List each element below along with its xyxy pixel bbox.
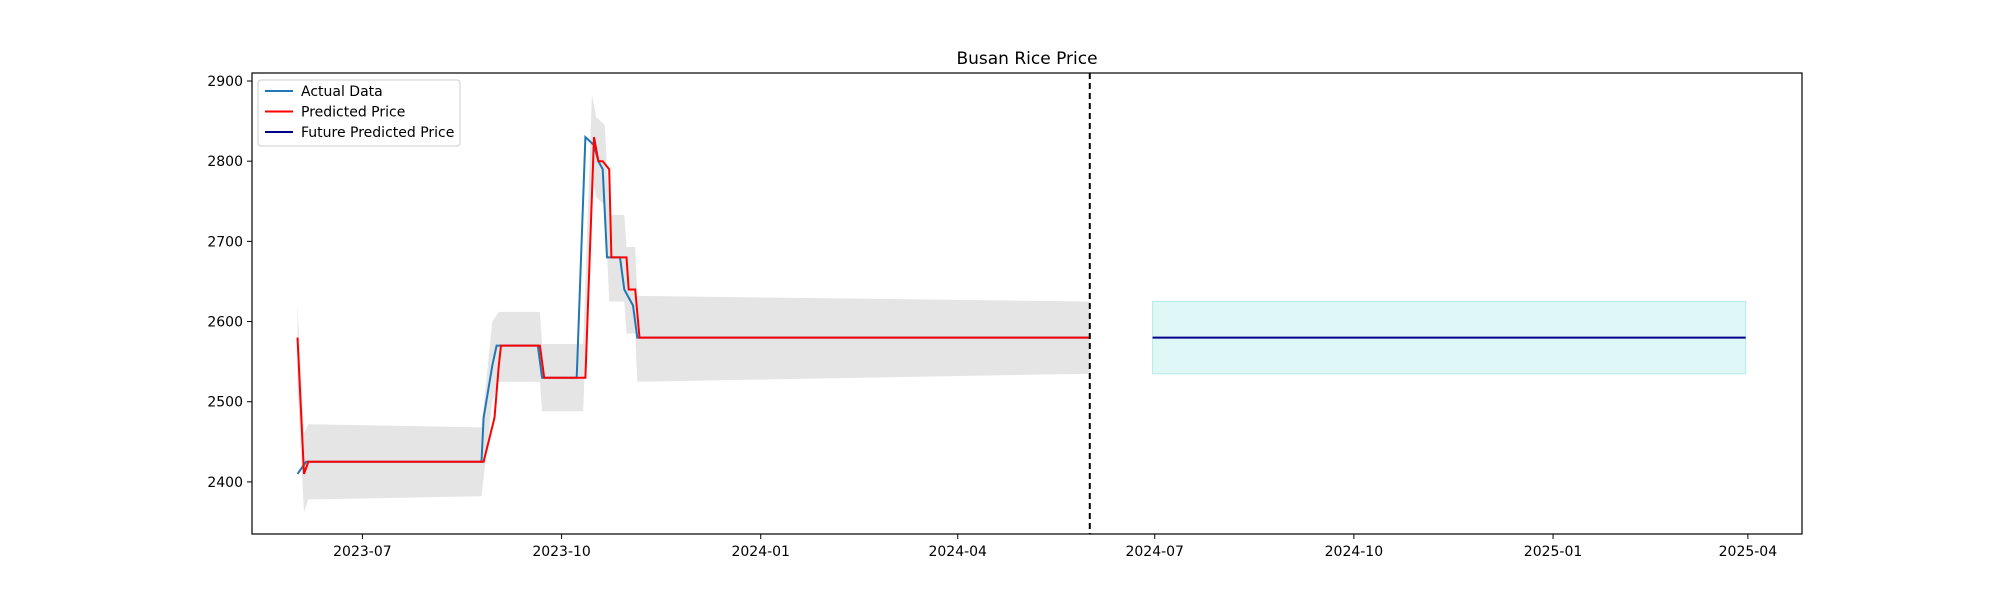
x-tick-label: 2024-07 [1125, 544, 1184, 560]
x-tick-label: 2025-01 [1524, 544, 1583, 560]
y-tick-label: 2800 [207, 154, 243, 170]
y-tick-label: 2600 [207, 315, 243, 331]
x-tick-label: 2025-04 [1719, 544, 1778, 560]
y-tick-label: 2700 [207, 234, 243, 250]
x-tick-label: 2024-10 [1325, 544, 1384, 560]
y-axis: 2400 2500 2600 2700 2800 2900 [207, 74, 252, 491]
legend-label: Future Predicted Price [301, 125, 454, 141]
x-tick-label: 2023-10 [532, 544, 591, 560]
x-tick-label: 2023-07 [333, 544, 392, 560]
band-1 [297, 94, 1090, 513]
legend: Actual Data Predicted Price Future Predict… [257, 79, 461, 147]
series-lines [296, 134, 1746, 475]
legend-label: Predicted Price [301, 105, 405, 121]
plot-frame [251, 72, 1803, 535]
legend-label: Actual Data [301, 84, 383, 100]
legend-box [257, 79, 461, 147]
x-tick-label: 2024-04 [928, 544, 987, 560]
x-axis: 2023-07 2023-10 2024-01 2024-04 2024-07 2024-… [333, 534, 1777, 560]
y-tick-label: 2400 [207, 475, 243, 491]
y-tick-label: 2900 [207, 74, 243, 90]
y-tick-label: 2500 [207, 395, 243, 411]
series-line-2 [296, 136, 1090, 475]
chart-title: Busan Rice Price [956, 49, 1097, 69]
x-tick-label: 2024-01 [731, 544, 790, 560]
series-line-1 [296, 134, 1090, 475]
